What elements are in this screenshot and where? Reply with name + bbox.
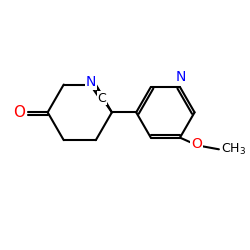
Text: CH$_3$: CH$_3$ [221,142,246,157]
Text: N: N [176,70,186,84]
Text: C: C [98,92,106,104]
Text: N: N [86,75,96,89]
Text: O: O [191,138,202,151]
Text: O: O [13,105,25,120]
